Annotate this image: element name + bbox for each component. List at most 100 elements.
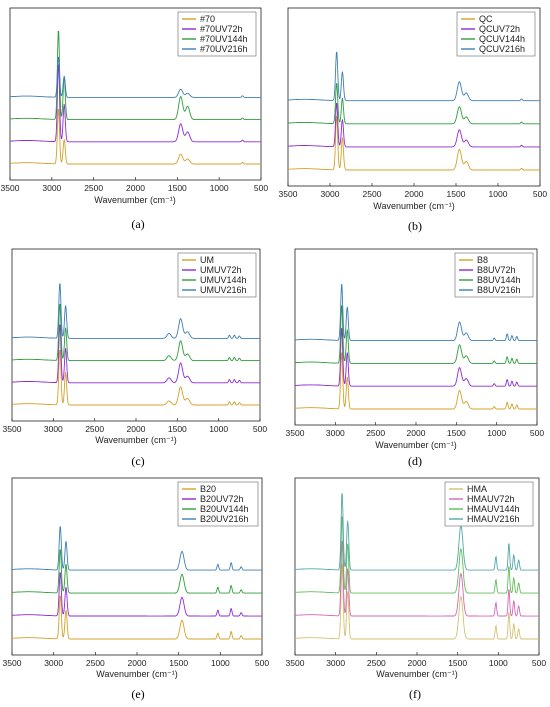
legend-entry: HMAUV144h	[467, 504, 520, 514]
x-tick-label: 1000	[210, 183, 229, 193]
x-tick-label: 2000	[408, 658, 427, 668]
x-tick-label: 3000	[44, 424, 63, 434]
x-tick-label: 1500	[168, 183, 187, 193]
x-tick-label: 500	[533, 189, 547, 199]
x-tick-label: 3000	[42, 183, 61, 193]
x-tick-label: 500	[255, 658, 269, 668]
x-tick-label: 3500	[286, 658, 305, 668]
spectrum-series-1	[288, 116, 540, 171]
legend-entry: B8UV216h	[477, 285, 521, 295]
x-axis-label: Wavenumber (cm⁻¹)	[94, 195, 175, 205]
x-tick-label: 500	[254, 183, 268, 193]
spectrum-series-2	[10, 64, 261, 143]
legend-entry: #70UV144h	[200, 34, 248, 44]
x-axis-label: Wavenumber (cm⁻¹)	[375, 440, 456, 450]
legend: #70#70UV72h#70UV144h#70UV216h	[177, 11, 257, 57]
panel-b: 3500 3000 2500 2000 1500 1000 500 QC QCUV72h QCU…	[275, 0, 550, 236]
x-tick-label: 2500	[363, 189, 382, 199]
panel-f: 3500 3000 2500 2000 1500 1000 500 HMA HMAUV72h H…	[275, 470, 550, 707]
legend-entry: HMAUV216h	[467, 514, 520, 524]
x-tick-label: 3500	[3, 424, 22, 434]
x-tick-label: 3500	[286, 428, 305, 438]
chart-f: 3500 3000 2500 2000 1500 1000 500 HMAHMAUV72hH…	[286, 477, 546, 701]
x-tick-label: 1000	[489, 189, 508, 199]
legend-entry: #70UV72h	[200, 24, 243, 34]
x-tick-label: 2500	[367, 658, 386, 668]
x-tick-label: 1500	[169, 658, 188, 668]
x-tick-label: 3000	[321, 189, 340, 199]
legend-entry: #70UV216h	[200, 44, 248, 54]
x-tick-label: 1000	[211, 658, 230, 668]
panel-label: (a)	[131, 217, 144, 231]
x-axis-label: Wavenumber (cm⁻¹)	[373, 201, 454, 211]
legend-entry: B8	[477, 255, 488, 265]
panel-e: 3500 3000 2500 2000 1500 1000 500 B20 B20UV72h B…	[0, 470, 275, 707]
x-tick-label: 2000	[126, 183, 145, 193]
panel-d: 3500 3000 2500 2000 1500 1000 500 B8 B8UV72h B8U…	[275, 243, 550, 473]
legend-entry: B8UV144h	[477, 275, 521, 285]
x-tick-label: 2000	[405, 189, 424, 199]
spectrum-series-2	[295, 328, 537, 387]
x-tick-label: 1500	[448, 658, 467, 668]
spectrum-series-2	[12, 324, 260, 384]
x-tick-label: 1000	[489, 658, 508, 668]
x-tick-label: 2500	[86, 658, 105, 668]
spectrum-series-3	[12, 549, 262, 594]
x-tick-label: 1000	[487, 428, 506, 438]
legend-entry: B20UV216h	[200, 514, 249, 524]
x-tick-label: 1500	[168, 424, 187, 434]
x-tick-label: 500	[253, 424, 267, 434]
x-tick-label: 2500	[366, 428, 385, 438]
legend-entry: QCUV216h	[479, 44, 525, 54]
legend-entry: HMA	[467, 484, 487, 494]
spectrum-series-1	[12, 350, 260, 406]
x-tick-label: 500	[532, 658, 546, 668]
panel-label: (e)	[131, 687, 144, 701]
x-tick-label: 3000	[326, 658, 345, 668]
legend-entry: QC	[479, 14, 493, 24]
spectrum-series-3	[288, 83, 540, 125]
spectrum-series-2	[12, 572, 262, 617]
x-tick-label: 3500	[279, 189, 298, 199]
x-tick-label: 3500	[1, 183, 20, 193]
spectrum-series-4	[295, 284, 537, 342]
panel-a: 3500 3000 2500 2000 1500 1000 500 #70 #70UV72h #…	[0, 0, 275, 236]
legend-entry: B20UV72h	[200, 494, 244, 504]
x-tick-label: 3000	[326, 428, 345, 438]
chart-c: 3500 3000 2500 2000 1500 1000 500 UMUMUV72hUMU…	[3, 248, 267, 468]
x-tick-label: 2000	[127, 424, 146, 434]
spectrum-series-1	[295, 352, 537, 410]
spectrum-series-1	[10, 109, 261, 165]
spectrum-series-1	[12, 595, 262, 640]
legend-entry: UMUV144h	[200, 275, 247, 285]
x-tick-label: 2500	[84, 183, 103, 193]
panel-label: (f)	[409, 687, 421, 701]
panel-label: (b)	[408, 219, 422, 233]
chart-b: 3500 3000 2500 2000 1500 1000 500 QCQCUV72hQCU…	[279, 7, 547, 233]
x-axis-label: Wavenumber (cm⁻¹)	[95, 435, 176, 445]
legend-entry: HMAUV72h	[467, 494, 515, 504]
spectrum-series-1	[295, 564, 539, 640]
legend-entry: B20	[200, 484, 216, 494]
spectrum-series-3	[12, 304, 260, 362]
spectrum-series-4	[288, 51, 540, 102]
spectrum-series-4	[12, 283, 260, 339]
legend-entry: UMUV216h	[200, 285, 247, 295]
x-tick-label: 500	[530, 428, 544, 438]
x-axis-label: Wavenumber (cm⁻¹)	[96, 669, 177, 679]
x-tick-label: 3500	[3, 658, 22, 668]
x-tick-label: 1000	[209, 424, 228, 434]
legend-entry: UM	[200, 255, 214, 265]
legend-entry: UMUV72h	[200, 265, 242, 275]
spectrum-series-3	[295, 305, 537, 364]
x-tick-label: 3000	[44, 658, 63, 668]
x-tick-label: 1500	[447, 428, 466, 438]
x-tick-label: 2000	[128, 658, 147, 668]
chart-a: 3500 3000 2500 2000 1500 1000 500 #70#70UV72h#…	[1, 7, 268, 231]
legend-entry: QCUV72h	[479, 24, 520, 34]
